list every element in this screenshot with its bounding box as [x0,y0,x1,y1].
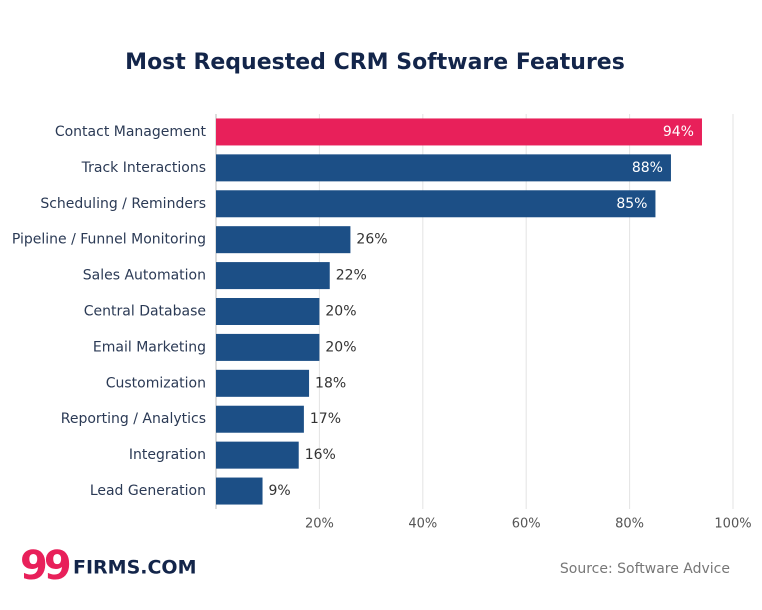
chart-title: Most Requested CRM Software Features [125,50,625,75]
value-label: 88% [632,160,663,176]
value-label: 94% [663,124,694,140]
bar [216,333,320,361]
bar [216,154,671,182]
y-tick-label: Pipeline / Funnel Monitoring [12,232,206,248]
value-label: 20% [325,339,356,355]
y-tick-label: Track Interactions [81,160,206,176]
y-tick-label: Sales Automation [83,268,206,284]
value-label: 16% [305,447,336,463]
y-tick-label: Contact Management [55,124,207,140]
y-tick-label: Email Marketing [93,339,206,355]
bar [216,190,656,218]
value-label: 26% [356,232,387,248]
value-label: 9% [269,483,291,499]
bar [216,477,263,505]
y-tick-label: Customization [106,375,206,391]
bar [216,298,320,325]
x-tick-label: 20% [305,517,334,532]
x-tick-label: 60% [512,517,541,532]
y-tick-label: Reporting / Analytics [61,411,206,427]
x-tick-label: 100% [714,517,751,532]
value-label: 85% [616,196,647,212]
bar [216,369,310,397]
x-tick-label: 80% [615,517,644,532]
bar [216,118,702,146]
logo-text: FIRMS.COM [73,557,197,579]
logo-mark: 99 [20,543,70,589]
value-label: 18% [315,375,346,391]
source: Source: Software Advice [560,561,730,577]
bar [216,441,299,469]
bar [216,262,330,290]
bar [216,226,351,254]
y-tick-label: Lead Generation [90,483,206,499]
value-label: 20% [325,304,356,320]
y-tick-label: Scheduling / Reminders [40,196,206,212]
y-tick-label: Integration [129,447,206,463]
value-label: 22% [336,268,367,284]
value-label: 17% [310,411,341,427]
y-tick-label: Central Database [84,304,206,320]
bar [216,405,304,433]
x-tick-label: 40% [408,517,437,532]
